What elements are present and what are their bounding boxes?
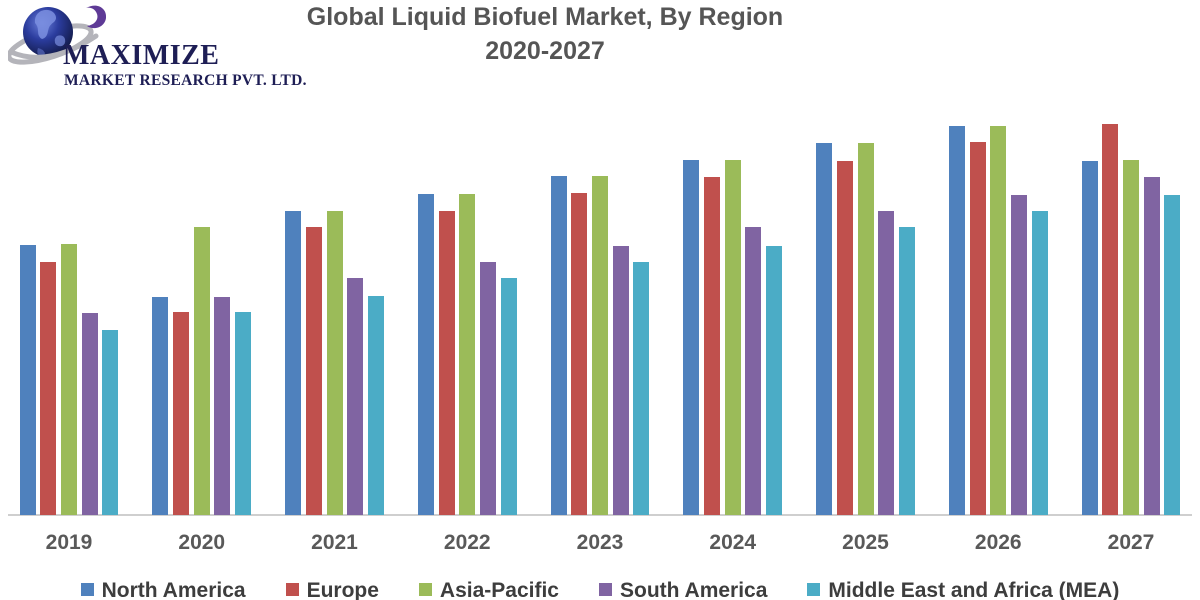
chart-legend: North America Europe Asia-Pacific South Ame… (0, 579, 1200, 600)
bar-north-america-2023 (550, 176, 567, 515)
bar-asia-pacific-2022 (459, 194, 476, 515)
legend-label: Middle East and Africa (MEA) (828, 579, 1120, 600)
bar-middle-east-and-africa-mea-2020 (235, 312, 252, 515)
bar-europe-2020 (173, 312, 190, 515)
bar-europe-2021 (305, 227, 322, 515)
x-axis-label-2024: 2024 (709, 531, 757, 554)
bar-asia-pacific-2023 (592, 176, 608, 515)
legend-marker-icon (80, 583, 94, 596)
x-axis-label-2022: 2022 (443, 531, 491, 554)
x-axis-label-2021: 2021 (311, 531, 358, 554)
bar-middle-east-and-africa-mea-2026 (1031, 211, 1048, 515)
x-axis-label-2026: 2026 (974, 531, 1022, 554)
bar-south-america-2023 (612, 246, 629, 515)
legend-label: Asia-Pacific (439, 579, 559, 600)
bar-asia-pacific-2021 (326, 211, 343, 515)
legend-marker-icon (598, 583, 612, 596)
bar-europe-2022 (438, 211, 455, 515)
bar-north-america-2020 (152, 297, 169, 515)
bar-middle-east-and-africa-mea-2027 (1164, 195, 1181, 515)
legend-label: South America (619, 579, 768, 600)
x-axis-label-2027: 2027 (1107, 531, 1155, 554)
bar-south-america-2021 (347, 278, 364, 515)
legend-item-north-america: North America (80, 579, 246, 600)
legend-marker-icon (418, 583, 432, 596)
brand-name: MAXIMIZE (63, 40, 220, 71)
bar-middle-east-and-africa-mea-2024 (766, 246, 783, 515)
bar-middle-east-and-africa-mea-2021 (367, 296, 384, 515)
bar-europe-2027 (1102, 124, 1119, 515)
globe-icon (8, 5, 107, 65)
bar-asia-pacific-2025 (857, 143, 874, 515)
bar-north-america-2022 (417, 194, 434, 515)
legend-marker-icon (807, 583, 821, 596)
x-axis-label-2025: 2025 (842, 531, 889, 554)
bar-south-america-2026 (1010, 195, 1027, 515)
bar-europe-2024 (704, 177, 721, 515)
chart-title-line2: 2020-2027 (485, 37, 605, 65)
bar-south-america-2024 (745, 227, 762, 515)
x-axis-line (8, 514, 1192, 516)
chart-title-line1: Global Liquid Biofuel Market, By Region (306, 3, 784, 31)
legend-item-south-america: South America (598, 579, 768, 600)
bar-north-america-2024 (683, 160, 700, 515)
bar-south-america-2027 (1143, 177, 1160, 515)
bar-middle-east-and-africa-mea-2025 (898, 227, 915, 515)
bar-asia-pacific-2024 (724, 160, 741, 515)
bar-south-america-2022 (479, 262, 496, 515)
x-axis-label-2023: 2023 (576, 531, 624, 554)
bar-north-america-2025 (816, 143, 833, 515)
bar-north-america-2021 (285, 211, 302, 515)
brand-subtitle: MARKET RESEARCH PVT. LTD. (64, 72, 307, 89)
legend-label: North America (101, 579, 246, 600)
legend-item-asia-pacific: Asia-Pacific (418, 579, 559, 600)
bar-middle-east-and-africa-mea-2022 (500, 278, 517, 515)
bar-north-america-2027 (1081, 161, 1098, 515)
legend-marker-icon (285, 583, 299, 596)
bar-europe-2026 (969, 142, 986, 515)
bar-asia-pacific-2019 (61, 244, 77, 515)
bar-asia-pacific-2027 (1123, 160, 1139, 515)
bar-south-america-2020 (214, 297, 231, 515)
bar-north-america-2026 (948, 126, 965, 515)
bar-europe-2019 (40, 262, 57, 515)
legend-label: Europe (306, 579, 379, 600)
bar-south-america-2025 (878, 211, 895, 515)
x-axis-label-2020: 2020 (178, 531, 226, 554)
bar-europe-2023 (571, 193, 588, 515)
bar-asia-pacific-2020 (193, 227, 210, 515)
bar-europe-2025 (836, 161, 853, 515)
x-axis-label-2019: 2019 (45, 531, 93, 554)
legend-item-europe: Europe (285, 579, 379, 600)
brand-logo: MAXIMIZE MARKET RESEARCH PVT. LTD. (6, 0, 306, 110)
bar-middle-east-and-africa-mea-2019 (102, 330, 119, 515)
bar-asia-pacific-2026 (990, 126, 1007, 515)
bar-south-america-2019 (81, 313, 98, 515)
legend-item-middle-east-and-africa-mea: Middle East and Africa (MEA) (807, 579, 1119, 600)
bar-middle-east-and-africa-mea-2023 (633, 262, 650, 515)
bar-north-america-2019 (19, 245, 36, 515)
chart-title: Global Liquid Biofuel Market, By Region … (245, 0, 845, 68)
